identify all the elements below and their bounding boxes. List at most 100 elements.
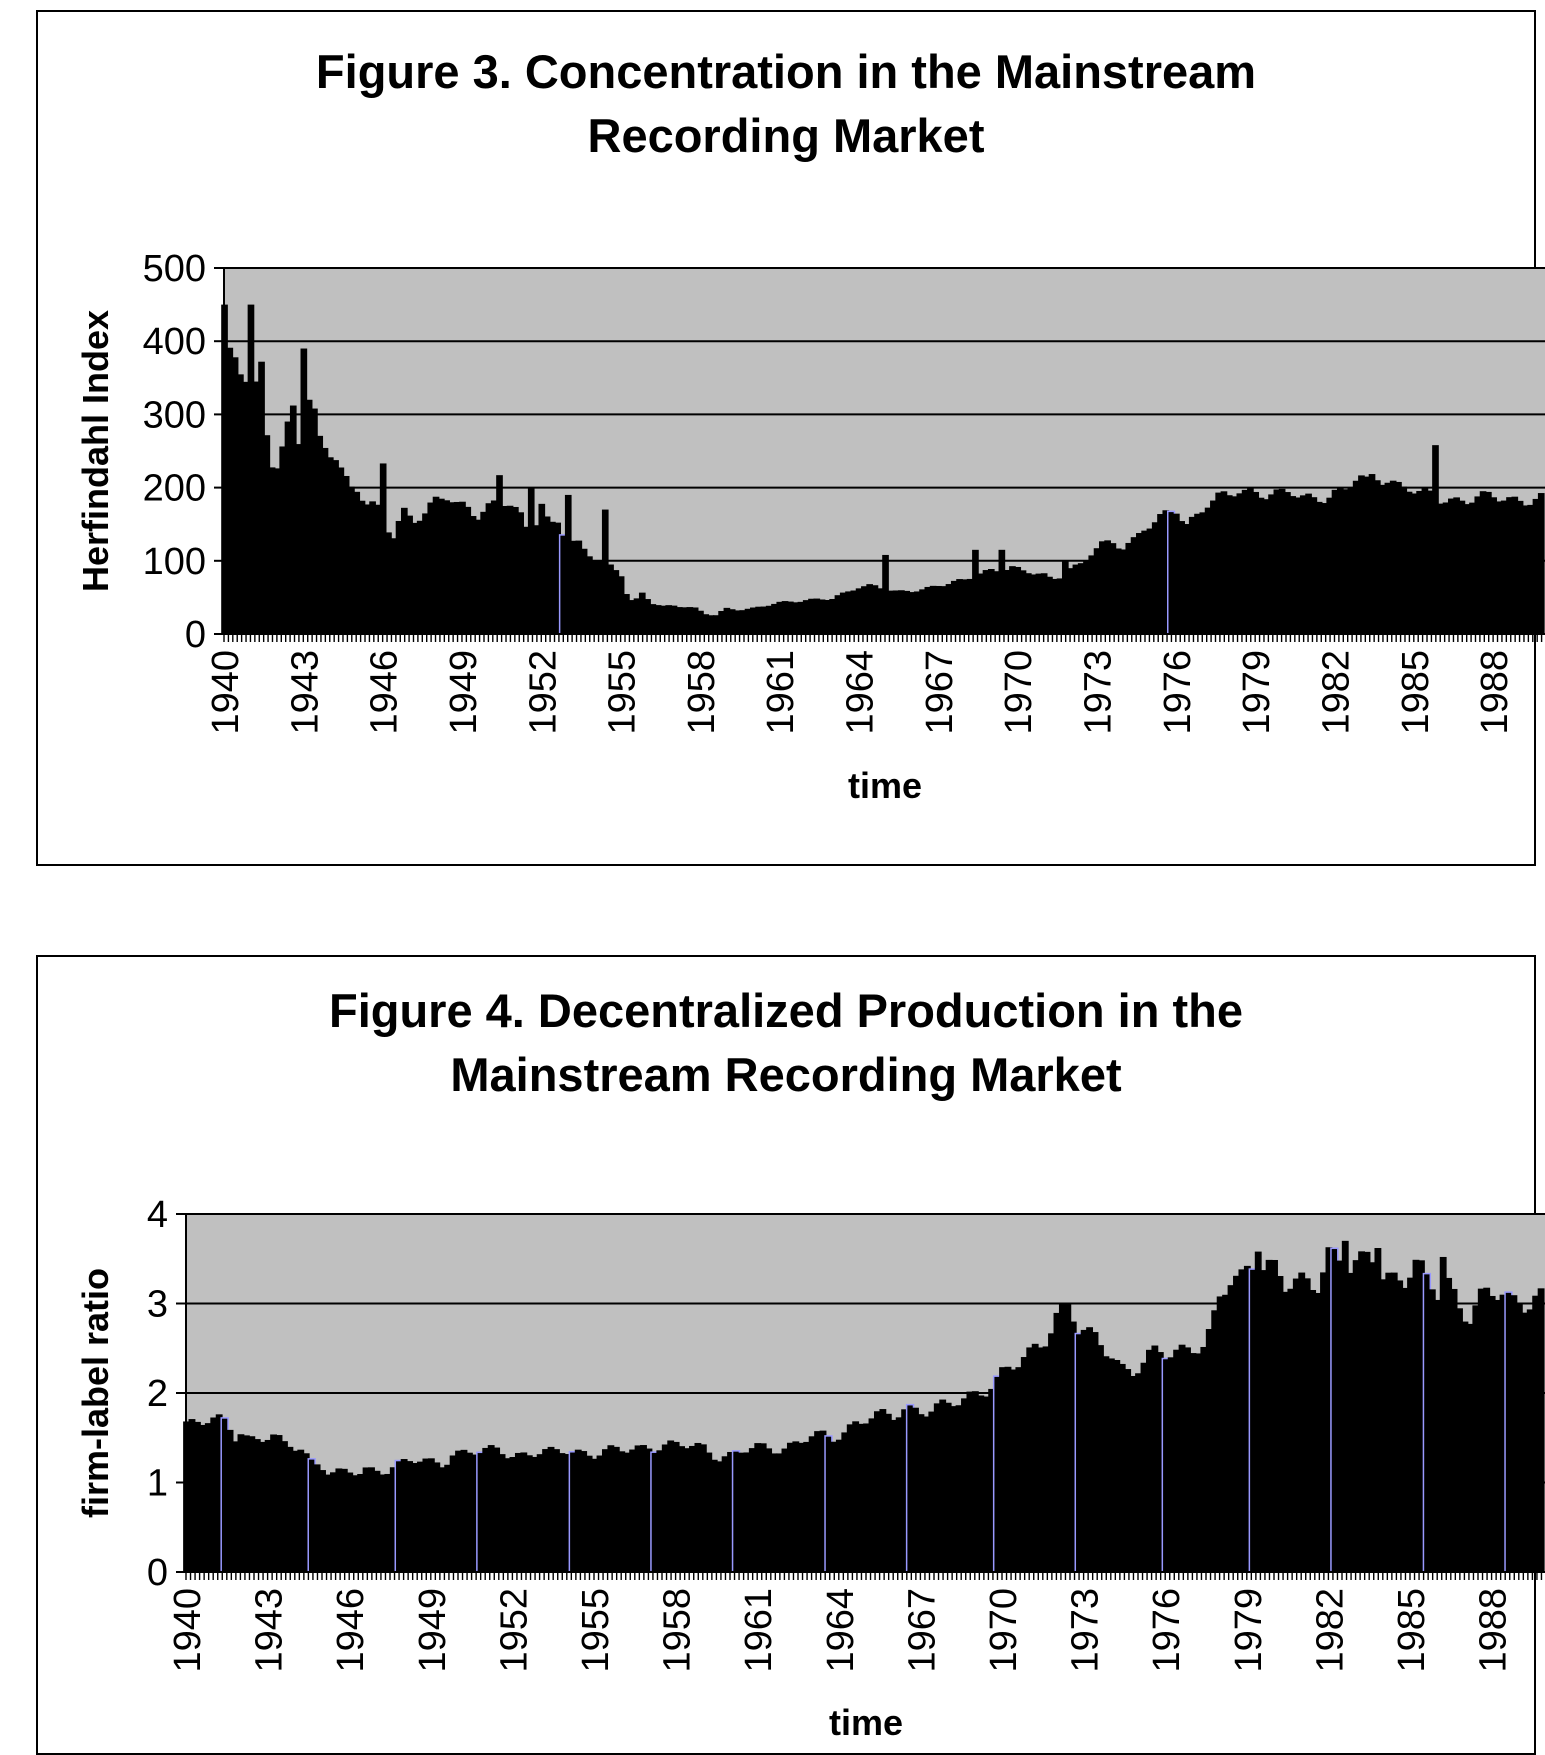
- bar: [1358, 1251, 1366, 1572]
- bar: [987, 569, 995, 634]
- bar: [1336, 1260, 1344, 1572]
- bar: [846, 1424, 854, 1572]
- bar: [1325, 1247, 1333, 1572]
- bar: [237, 374, 244, 634]
- bar: [759, 1443, 767, 1572]
- y-axis-title: firm-label ratio: [75, 1268, 116, 1518]
- bar: [868, 1418, 876, 1572]
- bar: [274, 468, 281, 634]
- bar: [1331, 489, 1339, 634]
- bar: [543, 516, 551, 634]
- x-tick-label: 1982: [1315, 650, 1357, 735]
- bar: [1072, 564, 1080, 634]
- bar: [448, 502, 456, 634]
- bar: [623, 594, 630, 634]
- bar: [311, 408, 318, 634]
- bar: [237, 1434, 245, 1572]
- bar: [640, 1445, 647, 1572]
- bar: [1494, 1299, 1502, 1572]
- bar: [1421, 487, 1429, 634]
- bar: [305, 399, 313, 634]
- bar: [834, 595, 842, 634]
- bar: [1463, 504, 1471, 634]
- bar: [558, 1453, 566, 1572]
- bar: [1241, 489, 1249, 634]
- bar: [818, 599, 826, 634]
- bar: [1145, 1349, 1153, 1572]
- bar: [390, 538, 398, 634]
- bar: [694, 1442, 702, 1572]
- bar: [1026, 1347, 1034, 1572]
- bar: [210, 1417, 218, 1572]
- bar: [353, 491, 361, 634]
- bar: [1151, 1345, 1159, 1572]
- bar: [332, 460, 339, 634]
- bar: [835, 1439, 843, 1572]
- bar: [787, 601, 794, 634]
- bar: [629, 1449, 637, 1572]
- bar: [829, 598, 836, 634]
- bar: [1080, 1329, 1088, 1572]
- bar: [496, 475, 503, 634]
- bar: [924, 586, 932, 634]
- bar: [506, 505, 514, 634]
- bar: [890, 1419, 898, 1572]
- bar: [1363, 1251, 1371, 1572]
- bar: [1227, 1285, 1235, 1572]
- bar: [1238, 1269, 1246, 1572]
- bar: [1434, 1299, 1442, 1572]
- bar: [721, 1456, 729, 1572]
- bar: [665, 605, 673, 634]
- figure-4-title-line-1: Figure 4. Decentralized Production in th…: [328, 984, 1244, 1037]
- bar: [482, 1447, 490, 1572]
- bar: [1140, 1362, 1148, 1572]
- bar: [357, 1474, 365, 1572]
- bar: [574, 1449, 582, 1572]
- bar: [739, 610, 747, 634]
- bar: [879, 1409, 887, 1572]
- bar: [977, 1395, 985, 1572]
- bar: [950, 1406, 958, 1572]
- bar: [1204, 507, 1212, 634]
- bar: [770, 1453, 778, 1572]
- bar: [1278, 488, 1286, 634]
- bar: [1395, 481, 1402, 634]
- bar: [1141, 530, 1148, 634]
- bar: [369, 501, 376, 634]
- bar: [258, 361, 265, 634]
- bar: [536, 1454, 544, 1572]
- x-tick-label: 1964: [840, 650, 882, 735]
- bar: [723, 607, 731, 634]
- bar: [1064, 1303, 1072, 1572]
- x-tick-label: 1973: [1065, 1588, 1107, 1673]
- bar: [857, 1423, 865, 1572]
- bar: [335, 1468, 343, 1572]
- bar: [1067, 568, 1074, 634]
- bar: [1488, 1295, 1496, 1572]
- bar: [316, 435, 324, 634]
- bar: [406, 515, 413, 634]
- bar: [455, 1450, 462, 1572]
- bar: [1037, 1347, 1045, 1572]
- bar: [882, 554, 889, 634]
- bar: [416, 520, 424, 634]
- bar: [1053, 1312, 1061, 1572]
- bar: [1336, 487, 1344, 634]
- x-tick-label: 1976: [1146, 1588, 1188, 1673]
- bar: [259, 1441, 267, 1572]
- bar: [591, 1458, 598, 1572]
- bar: [1448, 498, 1455, 634]
- bar: [1031, 1343, 1039, 1572]
- bar: [966, 1391, 974, 1572]
- bar: [727, 1451, 734, 1572]
- bar: [898, 590, 905, 634]
- bar: [634, 1445, 642, 1572]
- bar: [563, 1454, 571, 1572]
- bar: [612, 570, 620, 634]
- bar: [1183, 524, 1191, 634]
- bar: [1162, 510, 1170, 634]
- bar: [1458, 500, 1466, 634]
- bar: [1305, 493, 1312, 634]
- bar: [1086, 1327, 1094, 1572]
- x-tick-label: 1952: [522, 650, 564, 735]
